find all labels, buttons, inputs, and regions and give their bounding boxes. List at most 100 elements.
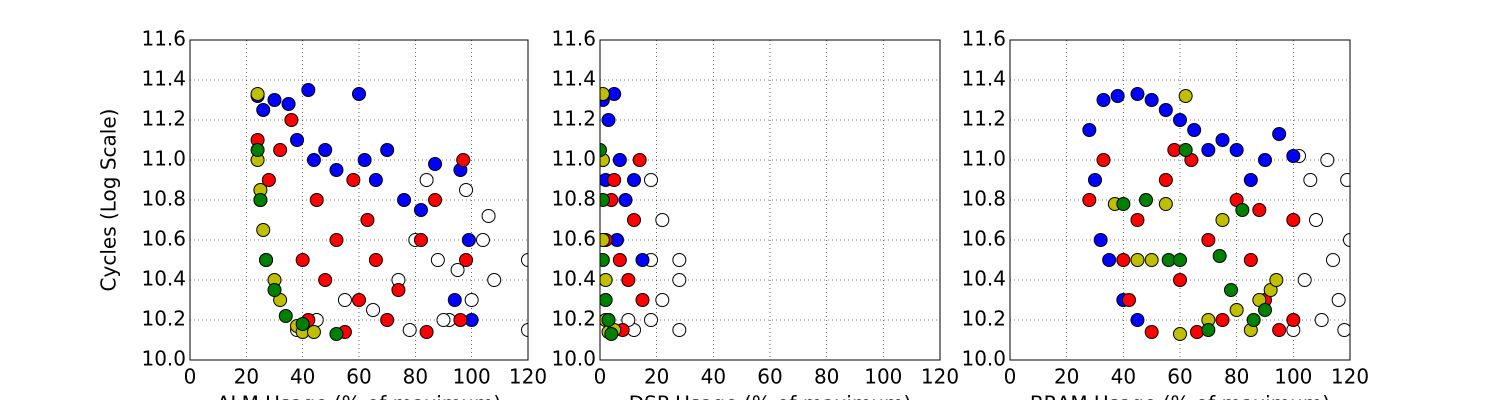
point [450, 263, 465, 277]
point [1144, 253, 1159, 267]
point [600, 87, 610, 101]
point [1343, 233, 1350, 247]
point [1102, 253, 1117, 267]
point [1286, 213, 1301, 227]
x-tick-label: 100 [1274, 365, 1312, 389]
point [1158, 173, 1173, 187]
point [267, 93, 282, 107]
point [600, 193, 610, 207]
point [1224, 283, 1238, 297]
x-tick-label: 60 [346, 365, 371, 389]
point [600, 143, 607, 157]
point [352, 87, 366, 101]
point [1243, 253, 1258, 267]
point [1212, 249, 1227, 263]
point [368, 253, 383, 267]
point [1215, 313, 1230, 327]
x-tick-label: 100 [453, 365, 491, 389]
y-axis-label: Cycles (Log Scale) [97, 109, 121, 292]
y-tick-label: 11.0 [551, 147, 596, 171]
point [475, 233, 490, 247]
y-tick-label: 11.4 [551, 67, 596, 91]
x-tick-label: 80 [403, 365, 428, 389]
y-tick-label: 10.4 [141, 267, 186, 291]
y-tick-label: 10.6 [551, 227, 596, 251]
point [1173, 253, 1187, 267]
point [1331, 293, 1346, 307]
y-tick-label: 11.4 [961, 67, 1006, 91]
point [428, 193, 443, 207]
point [1178, 89, 1193, 103]
y-tick-label: 10.2 [551, 307, 596, 331]
point [352, 293, 366, 307]
point [1235, 203, 1250, 217]
axes-frame [189, 39, 529, 361]
point [635, 293, 650, 307]
point [1082, 123, 1097, 137]
point [306, 153, 321, 167]
x-tick-label: 40 [701, 365, 726, 389]
point [600, 293, 613, 307]
point [1173, 327, 1187, 341]
point [1201, 323, 1216, 337]
point [1272, 127, 1287, 141]
point [267, 283, 282, 297]
point [1337, 323, 1350, 337]
x-tick-label: 100 [864, 365, 902, 389]
point [612, 253, 627, 267]
point [318, 273, 333, 287]
y-tick-label: 10.8 [551, 187, 596, 211]
point [521, 253, 528, 267]
point [1144, 325, 1159, 339]
x-tick-label: 20 [1054, 365, 1079, 389]
point [1314, 313, 1329, 327]
point [281, 97, 296, 111]
point [329, 233, 344, 247]
point [601, 113, 616, 127]
point [1178, 143, 1193, 157]
point [1286, 313, 1301, 327]
point [419, 325, 434, 339]
y-tick-label: 10.6 [961, 227, 1006, 251]
point [618, 193, 633, 207]
point [309, 193, 324, 207]
x-tick-label: 120 [509, 365, 547, 389]
point [1116, 253, 1131, 267]
point [456, 153, 471, 167]
x-tick-label: 120 [921, 365, 959, 389]
y-tick-label: 10.8 [961, 187, 1006, 211]
x-axis-label: DSP Usage (% of maximum) [629, 392, 912, 400]
point [1309, 213, 1323, 227]
x-tick-label: 20 [644, 365, 669, 389]
point [1158, 103, 1173, 117]
point [521, 323, 528, 337]
point [1096, 93, 1111, 107]
point [1158, 197, 1173, 211]
point [1326, 253, 1340, 267]
point [621, 273, 636, 287]
point [655, 213, 670, 227]
y-tick-label: 10.4 [961, 267, 1006, 291]
point [346, 173, 361, 187]
x-axis-label: BRAM Usage (% of maximum) [1030, 392, 1330, 400]
point [1243, 173, 1258, 187]
point [632, 153, 647, 167]
point [290, 133, 305, 147]
point [1130, 313, 1145, 327]
axes-frame [1009, 39, 1351, 361]
point [604, 327, 619, 341]
point [295, 253, 310, 267]
x-tick-label: 40 [1111, 365, 1136, 389]
point [1144, 93, 1159, 107]
y-tick-label: 11.6 [961, 27, 1006, 51]
point [601, 313, 616, 327]
point [360, 213, 375, 227]
point [301, 83, 316, 97]
point [1130, 87, 1145, 101]
point [256, 223, 271, 237]
point [1229, 303, 1244, 317]
point [419, 173, 434, 187]
point [273, 143, 288, 157]
point [464, 293, 479, 307]
